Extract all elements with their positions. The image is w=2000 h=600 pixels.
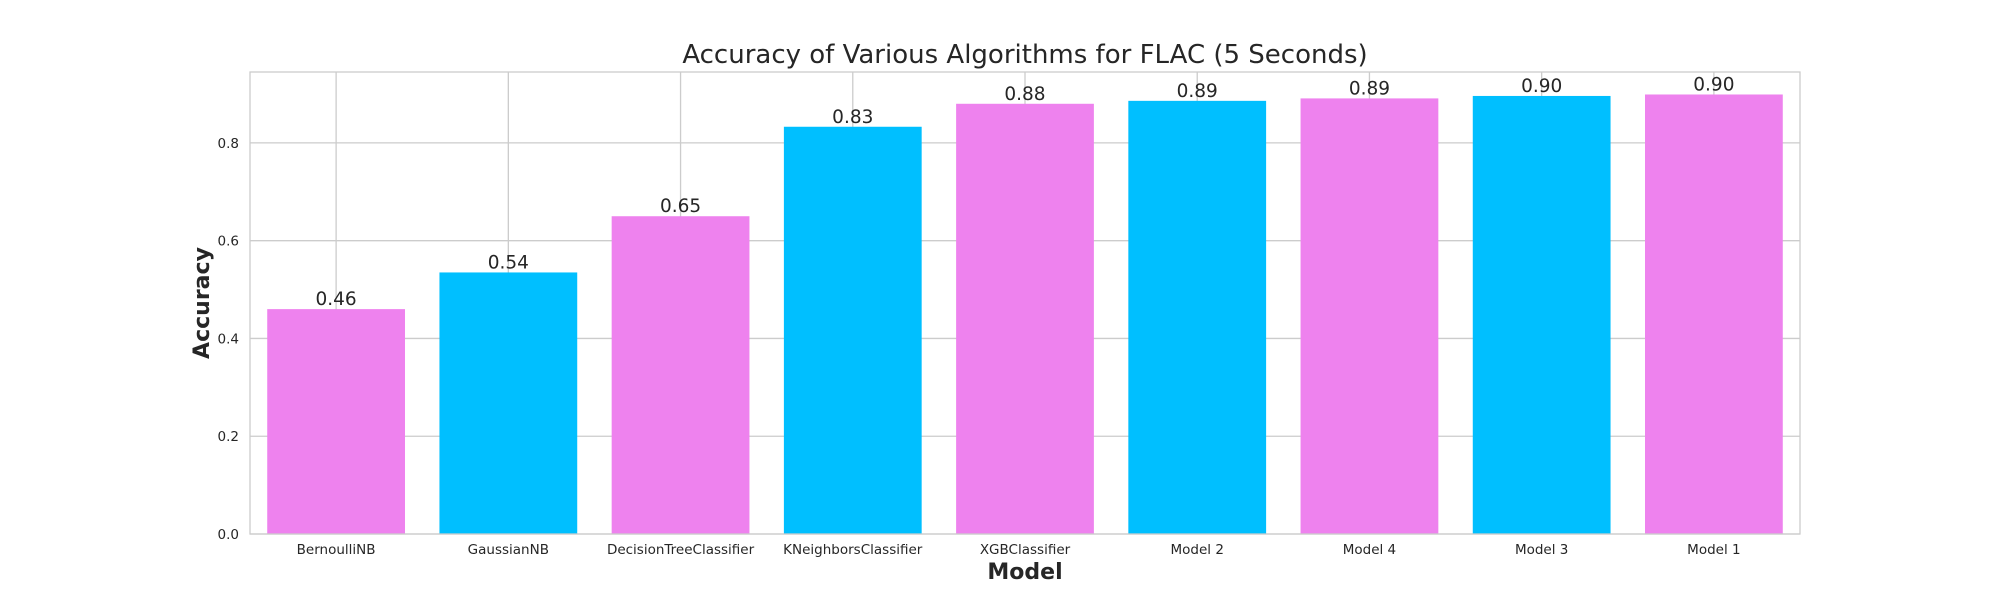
bar-model-2 (1128, 100, 1267, 534)
y-axis-label: Accuracy (190, 247, 215, 359)
x-tick-label: BernoulliNB (297, 542, 376, 558)
x-tick-label: GaussianNB (468, 542, 549, 558)
y-tick-label: 0.4 (218, 331, 239, 347)
data-label: 0.54 (488, 252, 529, 273)
data-label: 0.88 (1004, 84, 1045, 105)
x-axis-label: Model (987, 560, 1062, 585)
y-tick-label: 0.2 (218, 429, 239, 445)
x-tick-label: Model 2 (1171, 542, 1224, 558)
x-tick-label: Model 1 (1687, 542, 1740, 558)
data-label: 0.83 (832, 107, 873, 128)
bar-bernoullinb (267, 309, 405, 534)
chart-title: Accuracy of Various Algorithms for FLAC … (682, 40, 1367, 70)
data-label: 0.90 (1693, 74, 1734, 95)
x-tick-label: XGBClassifier (980, 542, 1071, 558)
bar-decisiontreeclassifier (611, 216, 750, 534)
x-tick-label: Model 4 (1343, 542, 1396, 558)
data-label: 0.65 (660, 196, 701, 217)
x-tick-label: Model 3 (1515, 542, 1568, 558)
data-label: 0.89 (1349, 78, 1390, 99)
x-tick-labels: BernoulliNB GaussianNB DecisionTreeClassif… (297, 542, 1741, 558)
data-label: 0.90 (1521, 76, 1562, 97)
x-tick-label: DecisionTreeClassifier (607, 542, 755, 558)
bar-xgbclassifier (956, 103, 1094, 535)
y-tick-label: 0.8 (218, 136, 239, 152)
bar-model-1 (1645, 94, 1783, 534)
bar-model-3 (1472, 95, 1611, 534)
x-tick-label: KNeighborsClassifier (783, 542, 923, 558)
plot-frame (249, 71, 1801, 535)
y-tick-label: 0.6 (218, 234, 239, 250)
bar-gaussiannb (439, 272, 578, 534)
data-label: 0.89 (1177, 81, 1218, 102)
bar-model-4 (1300, 98, 1439, 535)
y-tick-labels: 0.0 0.2 0.4 0.6 0.8 (218, 136, 239, 543)
y-tick-label: 0.0 (218, 527, 239, 543)
bar-kneighborsclassifier (783, 126, 922, 534)
data-labels: 0.46 0.54 0.65 0.83 0.88 0.89 0.89 0.90 0.90 (316, 74, 1735, 310)
data-label: 0.46 (316, 289, 357, 310)
bar-layer (267, 94, 1783, 535)
